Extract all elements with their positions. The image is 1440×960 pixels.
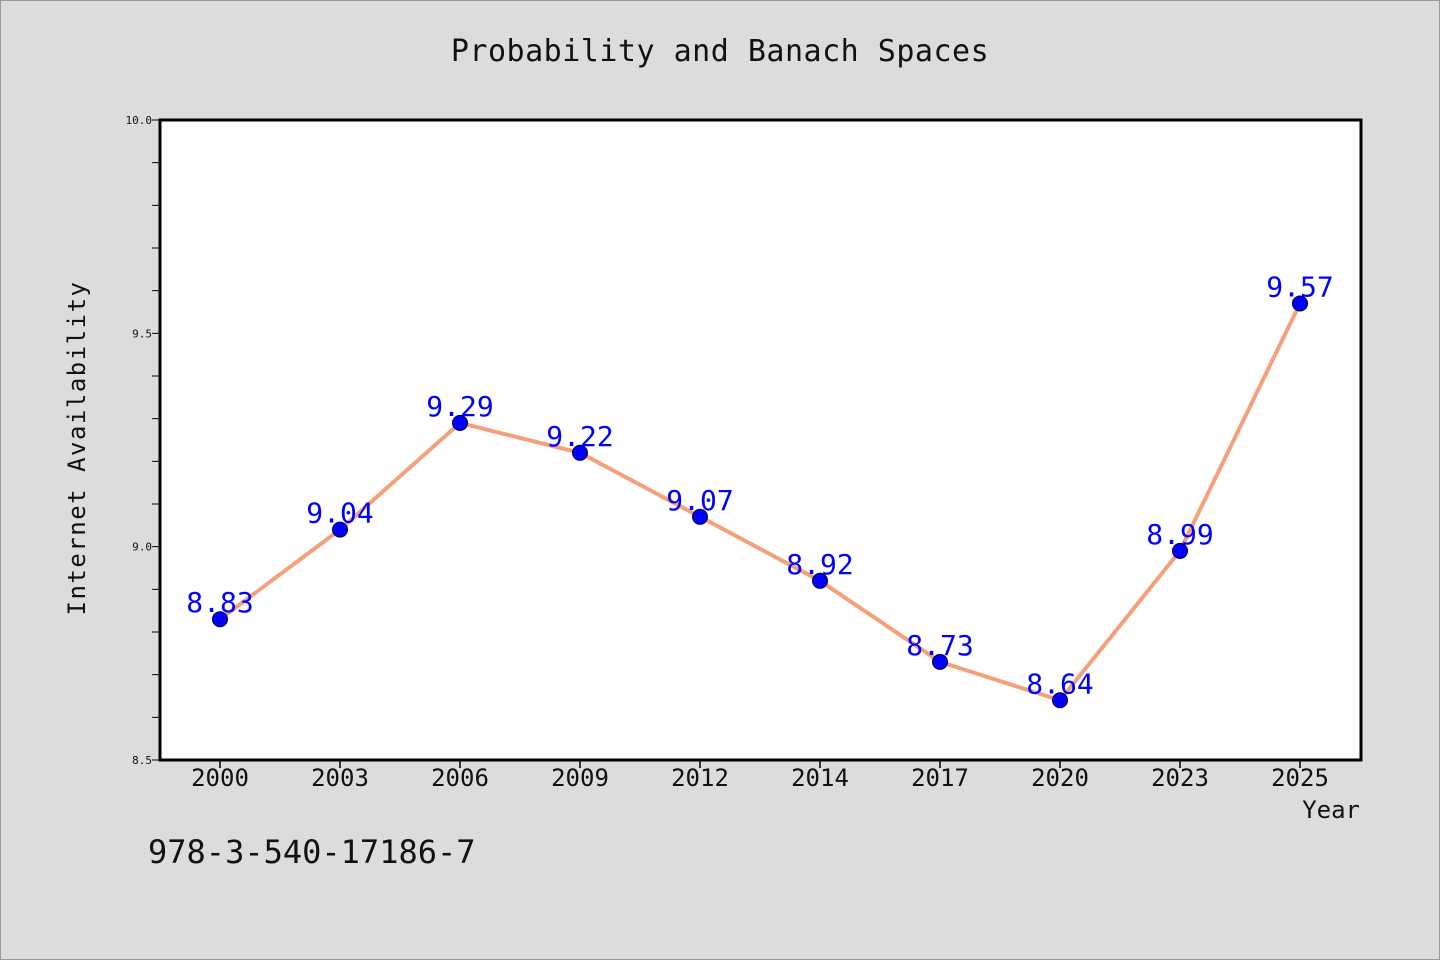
y-tick-label: 9.0 [132, 541, 152, 554]
data-label: 9.22 [546, 420, 613, 453]
chart-title: Probability and Banach Spaces [450, 34, 990, 69]
x-tick-label: 2014 [791, 764, 849, 792]
y-tick-label: 8.5 [132, 754, 152, 767]
plot-area [158, 118, 1363, 762]
x-tick-label: 2023 [1151, 764, 1209, 792]
data-point [1172, 542, 1188, 559]
data-point [1292, 295, 1308, 312]
data-label: 9.04 [306, 497, 373, 530]
data-point [812, 572, 828, 589]
x-tick-label: 2006 [431, 764, 489, 792]
data-label: 9.07 [666, 484, 733, 517]
data-label: 9.57 [1266, 270, 1333, 303]
y-axis: 8.5 9.0 9.5 10.0 [126, 114, 160, 767]
data-label: 9.29 [426, 390, 493, 423]
data-label: 8.64 [1026, 667, 1093, 700]
data-point [1052, 692, 1068, 709]
footnote-isbn: 978-3-540-17186-7 [148, 833, 476, 871]
x-tick-label: 2012 [671, 764, 729, 792]
y-axis-label: Internet Availability [63, 280, 91, 616]
series-group: 8.83 9.04 9.29 9.22 9.07 8.92 8.73 8.64 8.99 9.57 [186, 270, 1334, 709]
y-tick-label: 10.0 [126, 114, 153, 127]
series-line [218, 302, 1302, 703]
x-tick-label: 2003 [311, 764, 369, 792]
data-label: 8.73 [906, 629, 973, 662]
data-label: 8.92 [786, 548, 853, 581]
x-tick-label: 2009 [551, 764, 609, 792]
data-point [452, 414, 468, 431]
x-tick-label: 2000 [191, 764, 249, 792]
data-point [332, 521, 348, 538]
data-point [692, 508, 708, 525]
x-tick-label: 2025 [1271, 764, 1329, 792]
y-tick-label: 9.5 [132, 327, 152, 340]
data-point [572, 444, 588, 461]
data-point [212, 611, 228, 628]
x-axis-label: Year [1302, 796, 1360, 824]
data-label: 8.83 [186, 586, 253, 619]
x-tick-label: 2017 [911, 764, 969, 792]
data-point [932, 653, 948, 670]
x-tick-label: 2020 [1031, 764, 1089, 792]
data-label: 8.99 [1146, 518, 1213, 551]
x-axis: 2000 2003 2006 2009 2012 2014 2017 2020 2023 2025 [191, 760, 1329, 792]
